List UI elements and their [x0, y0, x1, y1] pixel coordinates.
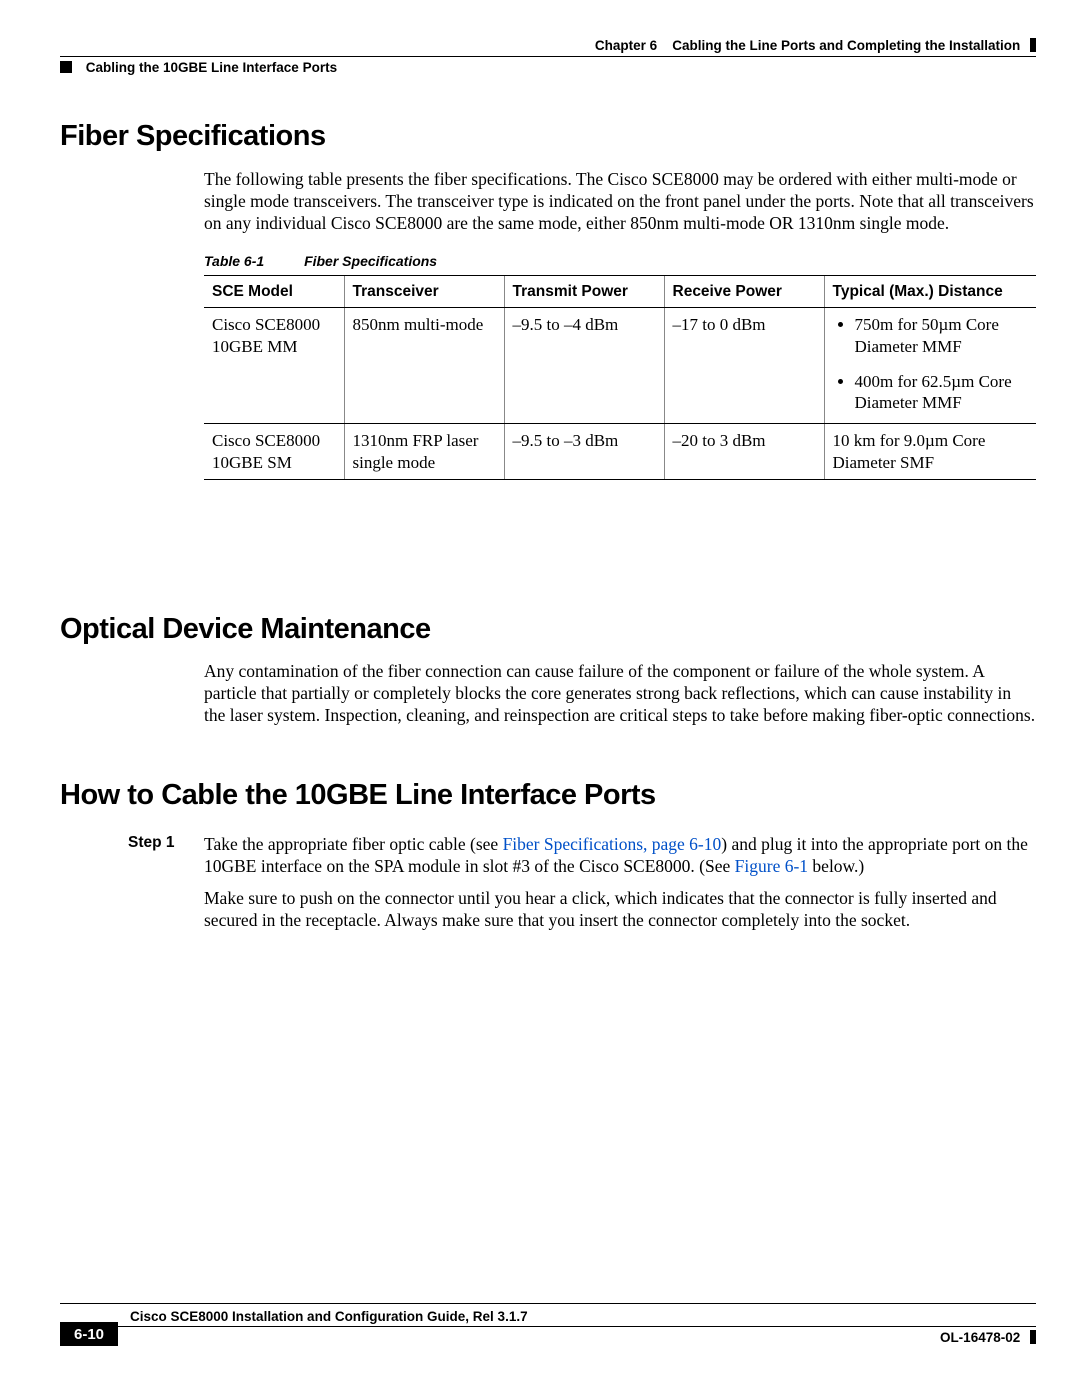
- cell-rx: –20 to 3 dBm: [664, 424, 824, 480]
- cell-transceiver: 850nm multi-mode: [344, 308, 504, 424]
- table-header-row: SCE Model Transceiver Transmit Power Rec…: [204, 276, 1036, 308]
- cell-tx: –9.5 to –4 dBm: [504, 308, 664, 424]
- table-row: Cisco SCE8000 10GBE SM 1310nm FRP laser …: [204, 424, 1036, 480]
- cell-distance: 750m for 50µm Core Diameter MMF 400m for…: [824, 308, 1036, 424]
- col-transmit-power: Transmit Power: [504, 276, 664, 308]
- list-item: 750m for 50µm Core Diameter MMF: [855, 314, 1029, 357]
- list-item: 400m for 62.5µm Core Diameter MMF: [855, 371, 1029, 414]
- cell-rx: –17 to 0 dBm: [664, 308, 824, 424]
- step1-para1: Take the appropriate fiber optic cable (…: [204, 834, 1036, 878]
- footer-bar-icon: [1030, 1330, 1036, 1344]
- step1-para2: Make sure to push on the connector until…: [204, 888, 1036, 932]
- link-fiber-spec[interactable]: Fiber Specifications, page 6-10: [503, 834, 722, 854]
- footer-doc-number: OL-16478-02: [940, 1330, 1036, 1345]
- footer-page-number: 6-10: [60, 1322, 118, 1346]
- cell-transceiver: 1310nm FRP laser single mode: [344, 424, 504, 480]
- chapter-title: Cabling the Line Ports and Completing th…: [672, 38, 1020, 53]
- cell-tx: –9.5 to –3 dBm: [504, 424, 664, 480]
- link-figure-6-1[interactable]: Figure 6-1: [735, 856, 808, 876]
- page: Chapter 6 Cabling the Line Ports and Com…: [0, 0, 1080, 1397]
- header-bar-icon: [1030, 38, 1036, 52]
- col-receive-power: Receive Power: [664, 276, 824, 308]
- text: Take the appropriate fiber optic cable (…: [204, 834, 503, 854]
- header-section: Cabling the 10GBE Line Interface Ports: [60, 60, 337, 75]
- page-header: Chapter 6 Cabling the Line Ports and Com…: [60, 38, 1036, 70]
- col-distance: Typical (Max.) Distance: [824, 276, 1036, 308]
- footer-rule-2: [118, 1326, 1036, 1327]
- cell-distance: 10 km for 9.0µm Core Diameter SMF: [824, 424, 1036, 480]
- doc-number: OL-16478-02: [940, 1330, 1020, 1345]
- footer-rule: [60, 1303, 1036, 1304]
- header-square-icon: [60, 61, 72, 73]
- heading-howto-cable: How to Cable the 10GBE Line Interface Po…: [60, 779, 656, 812]
- table-row: Cisco SCE8000 10GBE MM 850nm multi-mode …: [204, 308, 1036, 424]
- header-chapter: Chapter 6 Cabling the Line Ports and Com…: [595, 38, 1036, 53]
- cell-model: Cisco SCE8000 10GBE SM: [204, 424, 344, 480]
- step-body: Take the appropriate fiber optic cable (…: [204, 834, 1036, 932]
- distance-list: 750m for 50µm Core Diameter MMF 400m for…: [833, 314, 1029, 413]
- table-caption-title: Fiber Specifications: [304, 253, 437, 269]
- col-transceiver: Transceiver: [344, 276, 504, 308]
- heading-optical-maintenance: Optical Device Maintenance: [60, 613, 431, 646]
- step-label: Step 1: [128, 834, 175, 852]
- table-caption-num: Table 6-1: [204, 253, 264, 269]
- table-caption: Table 6-1 Fiber Specifications: [204, 253, 437, 269]
- heading-fiber-specifications: Fiber Specifications: [60, 120, 326, 153]
- header-rule: [60, 56, 1036, 57]
- optical-paragraph: Any contamination of the fiber connectio…: [204, 661, 1036, 727]
- cell-model: Cisco SCE8000 10GBE MM: [204, 308, 344, 424]
- section-title: Cabling the 10GBE Line Interface Ports: [86, 60, 337, 75]
- step-1: Step 1 Take the appropriate fiber optic …: [128, 834, 1036, 932]
- chapter-label: Chapter 6: [595, 38, 657, 53]
- fiber-spec-paragraph: The following table presents the fiber s…: [204, 169, 1036, 235]
- text: below.): [808, 856, 864, 876]
- footer-doc-title: Cisco SCE8000 Installation and Configura…: [130, 1309, 528, 1324]
- col-sce-model: SCE Model: [204, 276, 344, 308]
- fiber-spec-table: SCE Model Transceiver Transmit Power Rec…: [204, 275, 1036, 480]
